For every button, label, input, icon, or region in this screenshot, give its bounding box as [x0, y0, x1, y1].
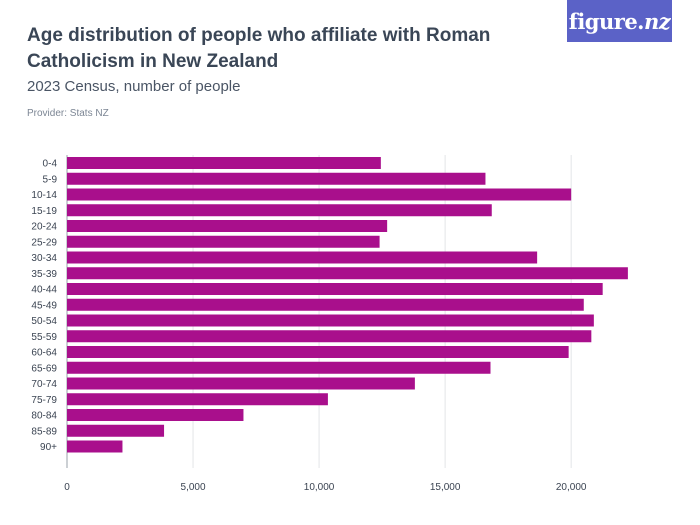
bar-40-44	[67, 283, 603, 295]
bar-65-69	[67, 361, 491, 374]
category-label: 20-24	[31, 222, 57, 233]
category-label: 60-64	[31, 348, 57, 359]
category-label: 30-34	[31, 253, 57, 264]
bar-45-49	[67, 298, 584, 311]
logo-text-main: figure.	[568, 8, 645, 34]
bar-60-64	[67, 346, 569, 358]
bar-55-59	[67, 330, 592, 343]
bars	[67, 157, 628, 453]
bar-25-29	[67, 235, 380, 248]
bar-70-74	[67, 377, 415, 390]
chart-subtitle: 2023 Census, number of people	[27, 78, 241, 95]
data-provider: Provider: Stats NZ	[27, 108, 109, 119]
x-tick-label: 20,000	[556, 482, 587, 493]
category-label: 10-14	[31, 190, 57, 201]
bar-20-24	[67, 220, 388, 232]
category-label: 90+	[40, 442, 57, 453]
x-tick-label: 15,000	[430, 482, 461, 493]
logo-text-accent: nz	[644, 8, 671, 34]
category-label: 85-89	[31, 426, 57, 437]
category-label: 5-9	[43, 174, 58, 185]
category-label: 45-49	[31, 300, 57, 311]
bar-85-89	[67, 424, 165, 437]
bar-50-54	[67, 314, 594, 327]
bar-10-14	[67, 188, 572, 201]
category-label: 70-74	[31, 379, 57, 390]
bar-5-9	[67, 172, 486, 185]
bar-75-79	[67, 393, 328, 406]
bar-90+	[67, 440, 123, 453]
category-label: 55-59	[31, 332, 57, 343]
category-label: 80-84	[31, 411, 57, 422]
x-tick-label: 0	[64, 482, 70, 493]
category-label: 75-79	[31, 395, 57, 406]
x-tick-labels: 0 5,000 10,000 15,000 20,000	[64, 482, 587, 493]
category-labels: 0-4 5-9 10-14 15-19 20-24 25-29 30-34 35-39 40-4…	[31, 159, 57, 454]
bar-35-39	[67, 267, 628, 280]
figure-nz-logo[interactable]: figure. nz	[567, 0, 672, 42]
gridlines	[66, 155, 572, 468]
category-label: 15-19	[31, 206, 57, 217]
bar-30-34	[67, 251, 538, 264]
category-label: 0-4	[43, 159, 58, 170]
category-label: 50-54	[31, 316, 57, 327]
category-label: 40-44	[31, 285, 57, 296]
chart-title: Age distribution of people who affiliate…	[27, 25, 491, 72]
category-label: 65-69	[31, 363, 57, 374]
bar-0-4	[67, 157, 381, 169]
category-label: 35-39	[31, 269, 57, 280]
bar-15-19	[67, 204, 492, 217]
bar-80-84	[67, 409, 244, 421]
x-tick-label: 5,000	[181, 482, 206, 493]
category-label: 25-29	[31, 237, 57, 248]
x-tick-label: 10,000	[304, 482, 335, 493]
